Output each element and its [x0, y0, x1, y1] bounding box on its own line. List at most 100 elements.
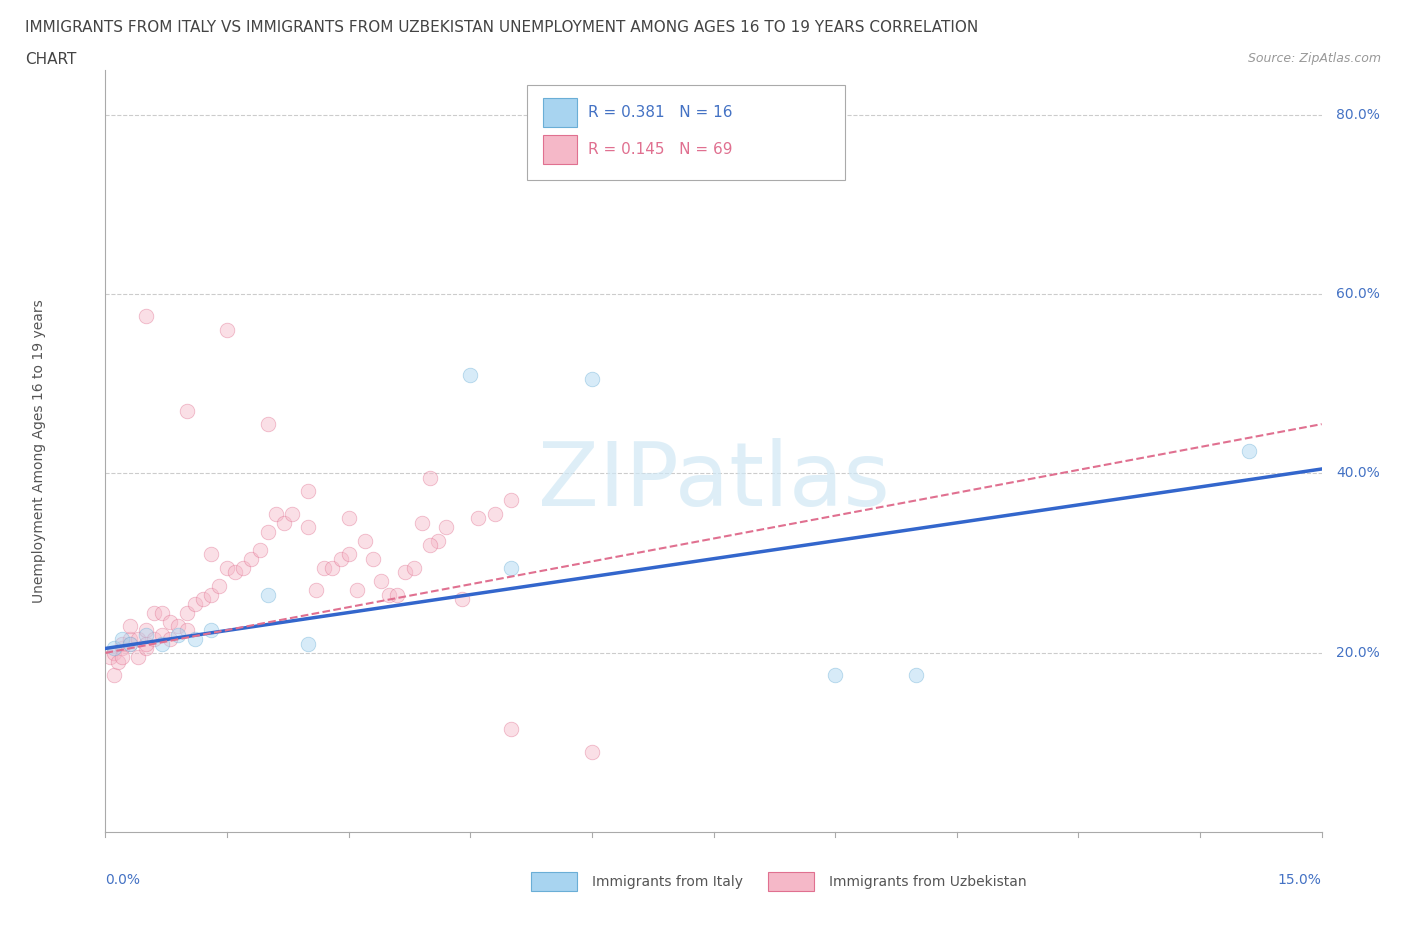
Point — [176, 623, 198, 638]
Point — [143, 632, 166, 647]
Point — [256, 525, 278, 539]
Point — [346, 583, 368, 598]
Point — [217, 560, 239, 575]
Text: Source: ZipAtlas.com: Source: ZipAtlas.com — [1247, 52, 1381, 65]
Point — [111, 641, 134, 656]
Point — [200, 623, 222, 638]
Point — [159, 632, 181, 647]
Text: 20.0%: 20.0% — [1336, 646, 1379, 660]
Point — [387, 587, 409, 602]
Point — [905, 668, 928, 683]
Point — [103, 668, 125, 683]
Point — [329, 551, 352, 566]
Point — [281, 507, 304, 522]
Point — [111, 632, 134, 647]
Text: Immigrants from Uzbekistan: Immigrants from Uzbekistan — [830, 875, 1026, 889]
Point — [98, 650, 121, 665]
Point — [118, 636, 141, 651]
Point — [111, 650, 134, 665]
FancyBboxPatch shape — [543, 135, 578, 164]
Point — [297, 484, 319, 498]
Point — [305, 583, 328, 598]
Point — [458, 367, 481, 382]
Point — [176, 605, 198, 620]
Point — [467, 511, 489, 525]
Text: ZIPatlas: ZIPatlas — [537, 438, 890, 525]
Point — [167, 618, 190, 633]
Text: R = 0.381   N = 16: R = 0.381 N = 16 — [588, 105, 733, 120]
Point — [402, 560, 425, 575]
Point — [499, 722, 522, 737]
Point — [321, 560, 343, 575]
Point — [143, 605, 166, 620]
Point — [1237, 444, 1260, 458]
Point — [419, 471, 441, 485]
Point — [118, 618, 141, 633]
Point — [273, 515, 295, 530]
Point — [135, 636, 157, 651]
Point — [217, 323, 239, 338]
Text: 40.0%: 40.0% — [1336, 467, 1379, 481]
Point — [256, 417, 278, 432]
Point — [370, 574, 392, 589]
Point — [337, 511, 360, 525]
Point — [499, 493, 522, 508]
Point — [200, 547, 222, 562]
Point — [103, 645, 125, 660]
Point — [361, 551, 384, 566]
Point — [232, 560, 254, 575]
Point — [378, 587, 401, 602]
Point — [297, 636, 319, 651]
Text: Unemployment Among Ages 16 to 19 years: Unemployment Among Ages 16 to 19 years — [31, 299, 45, 603]
Point — [249, 542, 271, 557]
Point — [200, 587, 222, 602]
Point — [159, 614, 181, 629]
Point — [191, 591, 214, 606]
Point — [111, 636, 134, 651]
Point — [824, 668, 846, 683]
Point — [127, 632, 149, 647]
Text: IMMIGRANTS FROM ITALY VS IMMIGRANTS FROM UZBEKISTAN UNEMPLOYMENT AMONG AGES 16 T: IMMIGRANTS FROM ITALY VS IMMIGRANTS FROM… — [25, 20, 979, 35]
FancyBboxPatch shape — [543, 98, 578, 127]
Point — [150, 636, 173, 651]
Point — [208, 578, 231, 593]
Point — [451, 591, 474, 606]
FancyBboxPatch shape — [527, 85, 845, 180]
Point — [127, 650, 149, 665]
Point — [256, 587, 278, 602]
Point — [581, 744, 603, 759]
Point — [264, 507, 287, 522]
Text: R = 0.145   N = 69: R = 0.145 N = 69 — [588, 141, 733, 156]
Point — [354, 533, 377, 548]
FancyBboxPatch shape — [768, 872, 814, 891]
Point — [426, 533, 449, 548]
Point — [434, 520, 457, 535]
Point — [337, 547, 360, 562]
Point — [224, 565, 246, 579]
Point — [150, 628, 173, 643]
Point — [499, 560, 522, 575]
Point — [150, 605, 173, 620]
Point — [135, 628, 157, 643]
Point — [314, 560, 336, 575]
Text: 15.0%: 15.0% — [1278, 872, 1322, 886]
Point — [103, 641, 125, 656]
Point — [484, 507, 506, 522]
Point — [581, 372, 603, 387]
Text: 60.0%: 60.0% — [1336, 287, 1381, 301]
Point — [240, 551, 263, 566]
Text: CHART: CHART — [25, 52, 77, 67]
Point — [183, 596, 205, 611]
Point — [167, 628, 190, 643]
Point — [419, 538, 441, 552]
Point — [135, 641, 157, 656]
Point — [135, 623, 157, 638]
Point — [135, 309, 157, 324]
Text: 80.0%: 80.0% — [1336, 108, 1381, 122]
Point — [411, 515, 433, 530]
Point — [107, 655, 129, 670]
Point — [394, 565, 416, 579]
Text: Immigrants from Italy: Immigrants from Italy — [592, 875, 742, 889]
Point — [176, 404, 198, 418]
Point — [118, 636, 141, 651]
